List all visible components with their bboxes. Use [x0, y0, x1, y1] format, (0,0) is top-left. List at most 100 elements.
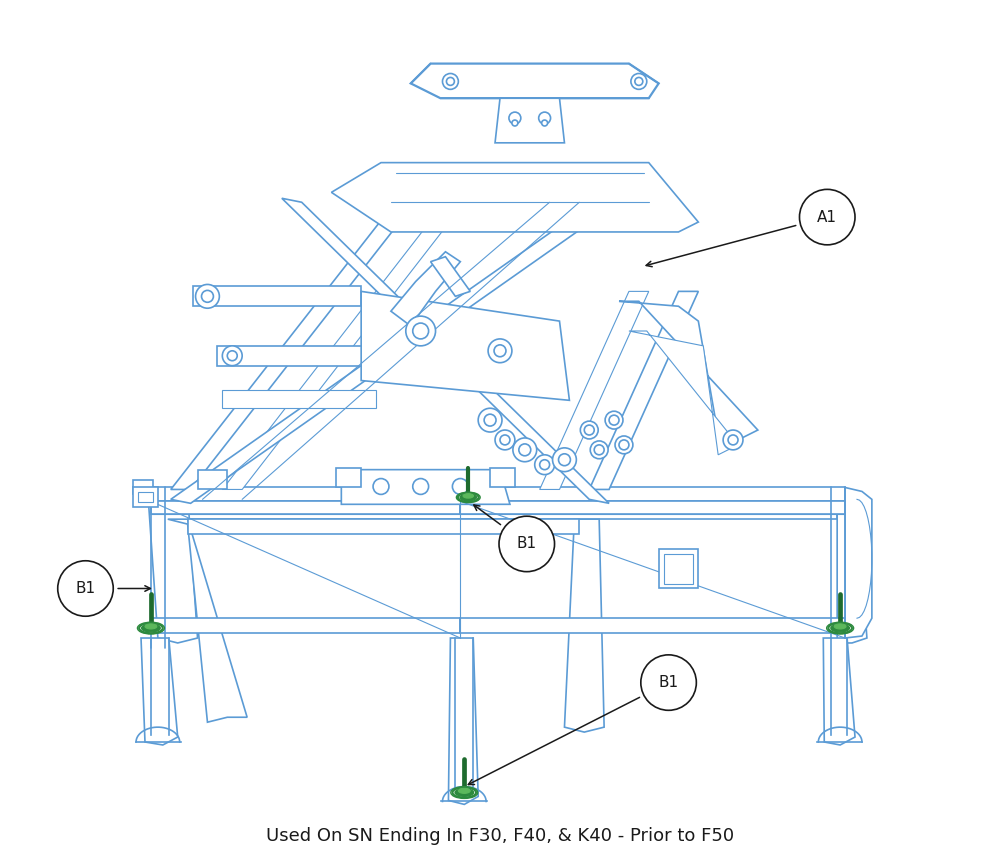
- Circle shape: [202, 290, 213, 303]
- Polygon shape: [845, 487, 872, 638]
- Polygon shape: [141, 638, 178, 745]
- Circle shape: [615, 436, 633, 453]
- Circle shape: [540, 460, 550, 470]
- Text: B1: B1: [517, 537, 537, 551]
- Circle shape: [535, 455, 555, 474]
- Polygon shape: [837, 494, 867, 643]
- Polygon shape: [495, 98, 564, 143]
- Polygon shape: [151, 501, 460, 514]
- Circle shape: [728, 435, 738, 445]
- Polygon shape: [823, 638, 855, 745]
- Polygon shape: [361, 291, 569, 401]
- Polygon shape: [564, 519, 604, 732]
- Polygon shape: [411, 63, 659, 98]
- Polygon shape: [589, 291, 698, 490]
- Polygon shape: [619, 302, 758, 440]
- Polygon shape: [171, 182, 431, 490]
- Circle shape: [484, 414, 496, 426]
- Circle shape: [605, 411, 623, 429]
- Polygon shape: [151, 618, 460, 633]
- Circle shape: [406, 316, 436, 346]
- Ellipse shape: [828, 623, 852, 633]
- Circle shape: [478, 408, 502, 432]
- Circle shape: [413, 479, 429, 494]
- Polygon shape: [188, 519, 579, 534]
- Circle shape: [580, 421, 598, 439]
- Polygon shape: [460, 501, 845, 514]
- Circle shape: [542, 120, 548, 126]
- Circle shape: [631, 74, 647, 89]
- Polygon shape: [336, 467, 361, 487]
- Polygon shape: [217, 346, 371, 366]
- Polygon shape: [490, 467, 515, 487]
- Polygon shape: [431, 257, 470, 297]
- Circle shape: [452, 479, 468, 494]
- Circle shape: [619, 440, 629, 450]
- Circle shape: [609, 415, 619, 425]
- Text: B1: B1: [75, 581, 96, 596]
- Circle shape: [723, 430, 743, 450]
- Circle shape: [553, 448, 576, 472]
- Ellipse shape: [834, 624, 846, 629]
- Ellipse shape: [452, 787, 476, 798]
- Circle shape: [446, 77, 454, 85]
- Text: A1: A1: [817, 210, 837, 225]
- Circle shape: [641, 655, 696, 710]
- Ellipse shape: [145, 624, 157, 629]
- Circle shape: [373, 479, 389, 494]
- Circle shape: [196, 284, 219, 308]
- Text: Used On SN Ending In F30, F40, & K40 - Prior to F50: Used On SN Ending In F30, F40, & K40 - P…: [266, 827, 734, 845]
- Polygon shape: [222, 390, 376, 408]
- Circle shape: [509, 112, 521, 124]
- Polygon shape: [331, 163, 698, 232]
- Polygon shape: [168, 494, 837, 519]
- Polygon shape: [138, 492, 153, 502]
- Text: B1: B1: [659, 675, 679, 690]
- Circle shape: [488, 339, 512, 362]
- Ellipse shape: [460, 494, 476, 501]
- Polygon shape: [151, 501, 845, 514]
- Polygon shape: [148, 494, 198, 643]
- Ellipse shape: [458, 788, 470, 793]
- Ellipse shape: [463, 493, 473, 499]
- Circle shape: [58, 561, 113, 616]
- Circle shape: [222, 346, 242, 366]
- Polygon shape: [341, 470, 510, 505]
- Polygon shape: [193, 286, 361, 306]
- Ellipse shape: [831, 624, 849, 632]
- Ellipse shape: [142, 624, 160, 632]
- Polygon shape: [133, 479, 153, 494]
- Circle shape: [413, 323, 429, 339]
- Polygon shape: [460, 618, 845, 633]
- Circle shape: [512, 120, 518, 126]
- Polygon shape: [659, 549, 698, 589]
- Polygon shape: [391, 251, 460, 326]
- Ellipse shape: [139, 623, 163, 633]
- Circle shape: [499, 516, 555, 571]
- Circle shape: [539, 112, 551, 124]
- Circle shape: [584, 425, 594, 435]
- Polygon shape: [133, 487, 158, 507]
- Polygon shape: [222, 182, 480, 490]
- Ellipse shape: [455, 789, 474, 796]
- Polygon shape: [198, 470, 227, 490]
- Circle shape: [799, 189, 855, 244]
- Polygon shape: [664, 554, 693, 583]
- Circle shape: [594, 445, 604, 455]
- Polygon shape: [448, 638, 478, 805]
- Circle shape: [495, 430, 515, 450]
- Circle shape: [442, 74, 458, 89]
- Polygon shape: [282, 199, 609, 504]
- Circle shape: [590, 441, 608, 459]
- Polygon shape: [629, 331, 738, 455]
- Polygon shape: [540, 291, 649, 490]
- Polygon shape: [168, 519, 247, 722]
- Circle shape: [500, 435, 510, 445]
- Polygon shape: [151, 487, 845, 501]
- Circle shape: [635, 77, 643, 85]
- Polygon shape: [171, 199, 619, 504]
- Ellipse shape: [458, 493, 479, 502]
- Circle shape: [494, 345, 506, 356]
- Circle shape: [559, 453, 570, 466]
- Circle shape: [519, 444, 531, 456]
